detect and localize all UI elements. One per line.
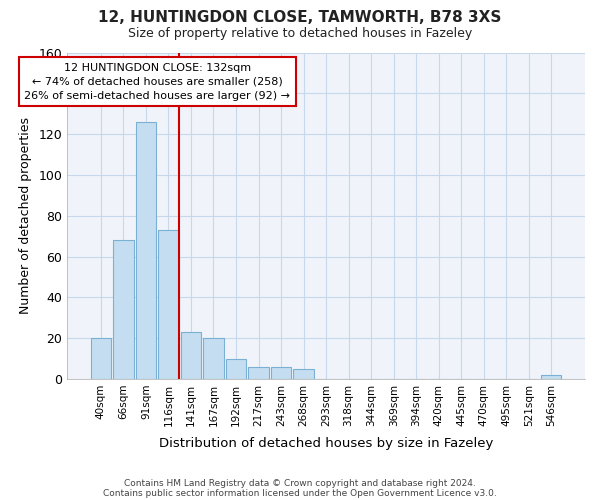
Bar — [113, 240, 134, 379]
Bar — [181, 332, 201, 379]
Bar — [136, 122, 156, 379]
Text: Size of property relative to detached houses in Fazeley: Size of property relative to detached ho… — [128, 28, 472, 40]
Bar — [91, 338, 111, 379]
Bar — [203, 338, 224, 379]
Bar — [541, 375, 562, 379]
Text: Contains HM Land Registry data © Crown copyright and database right 2024.: Contains HM Land Registry data © Crown c… — [124, 478, 476, 488]
Bar — [158, 230, 179, 379]
Text: Contains public sector information licensed under the Open Government Licence v3: Contains public sector information licen… — [103, 488, 497, 498]
Bar — [271, 366, 291, 379]
Y-axis label: Number of detached properties: Number of detached properties — [19, 117, 32, 314]
Bar — [293, 368, 314, 379]
X-axis label: Distribution of detached houses by size in Fazeley: Distribution of detached houses by size … — [159, 437, 493, 450]
Text: 12 HUNTINGDON CLOSE: 132sqm
← 74% of detached houses are smaller (258)
26% of se: 12 HUNTINGDON CLOSE: 132sqm ← 74% of det… — [24, 62, 290, 100]
Bar — [248, 366, 269, 379]
Bar — [226, 358, 246, 379]
Text: 12, HUNTINGDON CLOSE, TAMWORTH, B78 3XS: 12, HUNTINGDON CLOSE, TAMWORTH, B78 3XS — [98, 10, 502, 25]
